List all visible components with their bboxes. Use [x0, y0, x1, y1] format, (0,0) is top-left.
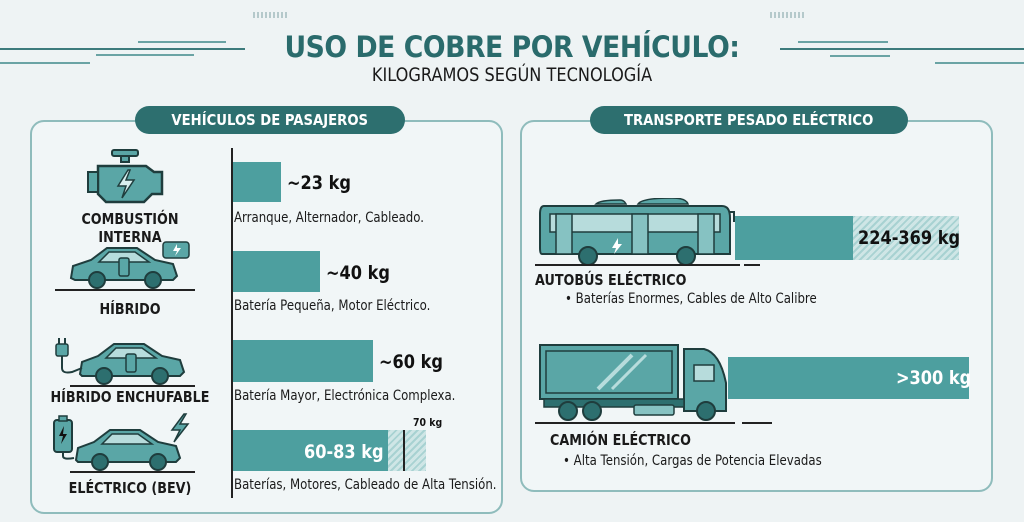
truck-icon [539, 344, 727, 421]
bar-bus [735, 216, 853, 260]
plugin-hybrid-car-icon [55, 338, 195, 387]
electric-car-icon [53, 413, 195, 473]
heavy-heading: TRANSPORTE PESADO ELÉCTRICO [590, 106, 908, 134]
value-label: 60-83 kg [304, 441, 384, 463]
truck-ground-line [742, 422, 772, 424]
decor-barcode [770, 12, 806, 18]
vehicle-label: ELÉCTRICO (BEV) [68, 479, 192, 497]
value-label: ~40 kg [326, 262, 390, 284]
truck-ground-line [535, 422, 735, 424]
decor-circuit-line [780, 48, 1024, 50]
decor-circuit-line [96, 54, 194, 56]
decor-circuit-line [138, 41, 226, 43]
bar-electric [233, 430, 388, 471]
decor-circuit-line [935, 62, 1024, 64]
bus-ground-line [744, 264, 760, 266]
decor-barcode [253, 12, 289, 18]
bar-plugin-hybrid [233, 340, 373, 382]
page-title: USO DE COBRE POR VEHÍCULO: [284, 30, 740, 64]
chart-axis [231, 148, 233, 498]
bar-electric-range [388, 430, 426, 471]
bar-bus-range [853, 216, 959, 260]
vehicle-label: CAMIÓN ELÉCTRICO [550, 431, 691, 449]
bus-icon [539, 198, 735, 266]
bus-ground-line [535, 264, 740, 266]
bar-hybrid [233, 251, 320, 292]
vehicle-label: AUTOBÚS ELÉCTRICO [535, 271, 687, 289]
vehicle-label: HÍBRIDO ENCHUFABLE [50, 388, 210, 406]
description: Batería Pequeña, Motor Eléctrico. [234, 298, 431, 314]
vehicle-label: COMBUSTIÓN INTERNA [81, 210, 179, 246]
bar-truck [728, 357, 969, 399]
page-subtitle: KILOGRAMOS SEGÚN TECNOLOGÍA [371, 64, 653, 86]
heavy-transport-panel [520, 120, 993, 492]
decor-circuit-line [0, 48, 245, 50]
value-label: ~23 kg [287, 172, 351, 194]
value-label: >300 kg [896, 367, 972, 389]
marker-label: 70 kg [413, 416, 443, 429]
hybrid-car-icon [55, 241, 195, 291]
description: Arranque, Alternador, Cableado. [234, 210, 424, 226]
engine-icon [87, 149, 164, 204]
description: Batería Mayor, Electrónica Complexa. [234, 388, 456, 404]
value-label: 224-369 kg [858, 227, 961, 249]
bar-combustion [233, 162, 281, 202]
decor-circuit-line [0, 62, 90, 64]
value-label: ~60 kg [379, 351, 443, 373]
marker-70kg [403, 430, 405, 471]
description: Baterías, Motores, Cableado de Alta Tens… [234, 477, 497, 493]
decor-circuit-line [798, 41, 888, 43]
description: • Alta Tensión, Cargas de Potencia Eleva… [563, 453, 822, 469]
passenger-heading: VEHÍCULOS DE PASAJEROS [135, 106, 405, 134]
description: • Baterías Enormes, Cables de Alto Calib… [565, 291, 817, 307]
vehicle-label: HÍBRIDO [99, 300, 161, 318]
decor-circuit-line [830, 55, 890, 57]
